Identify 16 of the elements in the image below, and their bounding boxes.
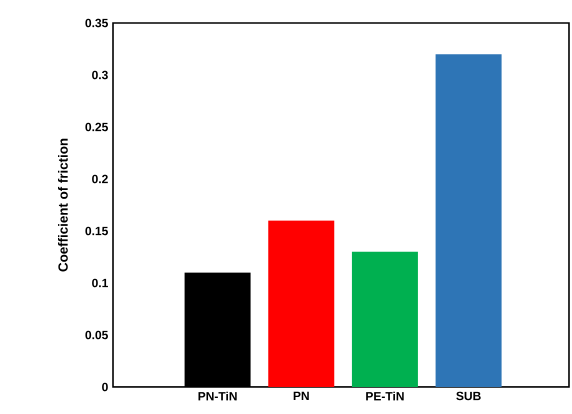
y-tick-label: 0: [102, 382, 108, 392]
y-tick-label: 0.35: [85, 18, 108, 28]
bar: [352, 252, 418, 387]
y-tick-label: 0.05: [85, 330, 108, 340]
y-tick-label: 0.2: [92, 174, 108, 184]
x-tick-label: PN-TiN: [198, 392, 237, 400]
y-tick-label: 0.25: [85, 122, 108, 132]
y-tick-label: 0.1: [92, 278, 108, 288]
x-tick-label: PN: [294, 392, 309, 400]
x-tick-label: SUB: [456, 392, 481, 400]
y-tick-label: 0.15: [85, 226, 108, 236]
bar: [268, 220, 334, 387]
y-axis-title: Coefficient of friction: [58, 138, 68, 272]
bar: [436, 54, 502, 387]
y-tick-label: 0.3: [92, 70, 108, 80]
x-tick-label: PE-TiN: [366, 392, 404, 400]
